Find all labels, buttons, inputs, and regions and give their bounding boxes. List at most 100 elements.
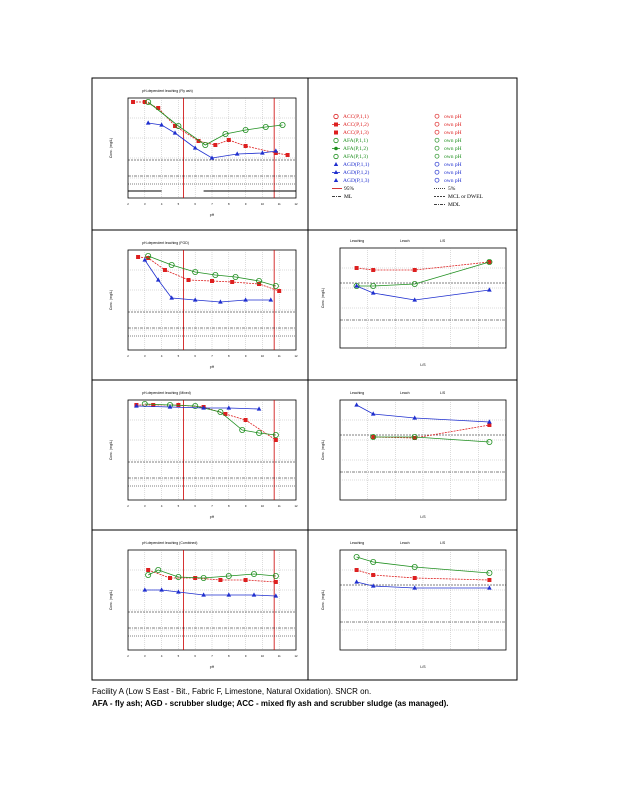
y-axis-label: Conc. (mg/L): [321, 590, 325, 610]
marker-square: [371, 573, 376, 577]
legend-row: AGD(P,1,3) own pH: [333, 177, 462, 184]
marker-square: [412, 268, 417, 272]
panel-frame-c: [91, 379, 309, 531]
marker-square: [173, 124, 178, 128]
legend-own-ph-marker: [434, 137, 440, 143]
marker-circle: [353, 554, 360, 561]
legend-own-ph-marker: [434, 121, 440, 127]
marker-circle: [145, 252, 152, 259]
legend-label: ACC(P,1,3): [343, 129, 369, 136]
series-line: [356, 581, 490, 589]
marker-triangle: [412, 297, 417, 302]
panel-header-3: L/S: [440, 239, 446, 243]
series-line: [144, 589, 276, 597]
plot-right-F: Leaching Leach L/S L/S Conc. (mg/L): [321, 391, 507, 519]
marker-triangle: [159, 587, 164, 592]
legend-label: AGD(P,1,2): [343, 169, 369, 176]
marker-triangle: [354, 579, 359, 584]
y-axis-label: Conc. (mg/L): [109, 440, 113, 460]
series-line: [138, 256, 280, 292]
legend-own-ph-marker: [434, 161, 440, 167]
legend-label: AGD(P,1,1): [343, 161, 369, 168]
legend-line-label: 95%: [344, 186, 355, 192]
series-afa-e: [353, 258, 493, 289]
x-tick-label: 9: [245, 354, 247, 358]
series-line: [148, 122, 276, 159]
series-agd-e: [354, 283, 492, 302]
x-axis-label: pH: [210, 665, 215, 669]
x-tick-label: 6: [194, 654, 196, 658]
marker-circle: [256, 277, 263, 284]
x-tick-label: 10: [261, 202, 265, 206]
marker-triangle: [251, 592, 257, 597]
marker-circle: [175, 574, 182, 581]
marker-square: [226, 138, 231, 142]
legend-line-row: ML MCL or DWEL: [332, 194, 484, 200]
marker-circle: [486, 258, 493, 265]
series-line: [373, 436, 490, 443]
x-tick-label: 3: [144, 654, 146, 658]
series-line: [136, 404, 277, 441]
marker-triangle: [412, 415, 417, 420]
legend-own-ph-marker: [434, 145, 440, 151]
series-agd-d: [142, 587, 279, 598]
marker-triangle: [226, 405, 232, 410]
marker-triangle: [201, 405, 206, 410]
marker-square: [354, 266, 359, 270]
panel-title: pH-dependent leaching (FGD): [142, 241, 189, 245]
marker-square: [156, 106, 161, 110]
marker-circle: [411, 433, 418, 440]
panel-title: pH-dependent leaching (Mixed): [142, 391, 191, 395]
panel-frame-b: [91, 229, 309, 381]
x-axis-label: L/S: [420, 665, 426, 669]
panel-frame-d: [91, 529, 309, 681]
y-axis-label: Conc. (mg/L): [321, 288, 325, 308]
x-axis-label: pH: [210, 515, 215, 519]
y-axis-label: Conc. (mg/L): [109, 290, 113, 310]
legend-label: AFA(P,1,1): [343, 137, 368, 144]
legend-row: AFA(P,1,2) own pH: [332, 145, 462, 152]
x-tick-label: 4: [161, 654, 163, 658]
marker-triangle: [260, 150, 265, 155]
series-agd-a: [145, 120, 279, 160]
marker-circle: [411, 564, 418, 571]
x-tick-label: 6: [194, 504, 196, 508]
x-tick-label: 10: [261, 354, 265, 358]
marker-triangle: [159, 122, 164, 127]
marker-square: [273, 151, 278, 155]
x-tick-label: 10: [261, 654, 265, 658]
marker-square: [412, 576, 417, 580]
marker-triangle: [243, 297, 248, 302]
legend-own-ph-label: own pH: [444, 170, 462, 176]
series-line: [356, 261, 490, 271]
marker-circle: [225, 573, 232, 580]
x-tick-label: 7: [211, 202, 213, 206]
marker-triangle: [226, 592, 232, 597]
plot-right-E: Leaching Leach L/S L/S Conc. (mg/L): [321, 239, 507, 367]
legend-own-ph-marker: [434, 169, 440, 175]
plot-left-B: pH-dependent leaching (FGD) pH Conc. (mg/L…: [109, 241, 298, 369]
legend-marker: [333, 178, 339, 182]
series-line: [148, 255, 276, 287]
marker-square: [273, 438, 278, 442]
x-tick-label: 11: [278, 202, 281, 206]
x-axis-label: pH: [210, 213, 215, 217]
x-axis-label: L/S: [420, 515, 426, 519]
x-tick-label: 3: [144, 202, 146, 206]
series-afa-f: [370, 433, 493, 445]
marker-circle: [145, 99, 152, 106]
legend-own-ph-label: own pH: [444, 122, 462, 128]
marker-circle: [370, 433, 377, 440]
x-tick-label: 8: [228, 654, 230, 658]
legend-own-ph-label: own pH: [444, 178, 462, 184]
series-afa-a: [145, 99, 286, 148]
marker-triangle: [155, 277, 161, 282]
marker-circle: [272, 573, 279, 580]
legend-row: ACC(P,1,2) own pH: [332, 121, 462, 128]
panel-title: pH-dependent leaching (Combined): [142, 541, 197, 545]
series-agd-f: [354, 402, 492, 424]
x-tick-label: 10: [261, 504, 265, 508]
marker-triangle: [256, 406, 262, 411]
plot-right-G: Leaching Leach L/S L/S Conc. (mg/L): [321, 541, 507, 669]
